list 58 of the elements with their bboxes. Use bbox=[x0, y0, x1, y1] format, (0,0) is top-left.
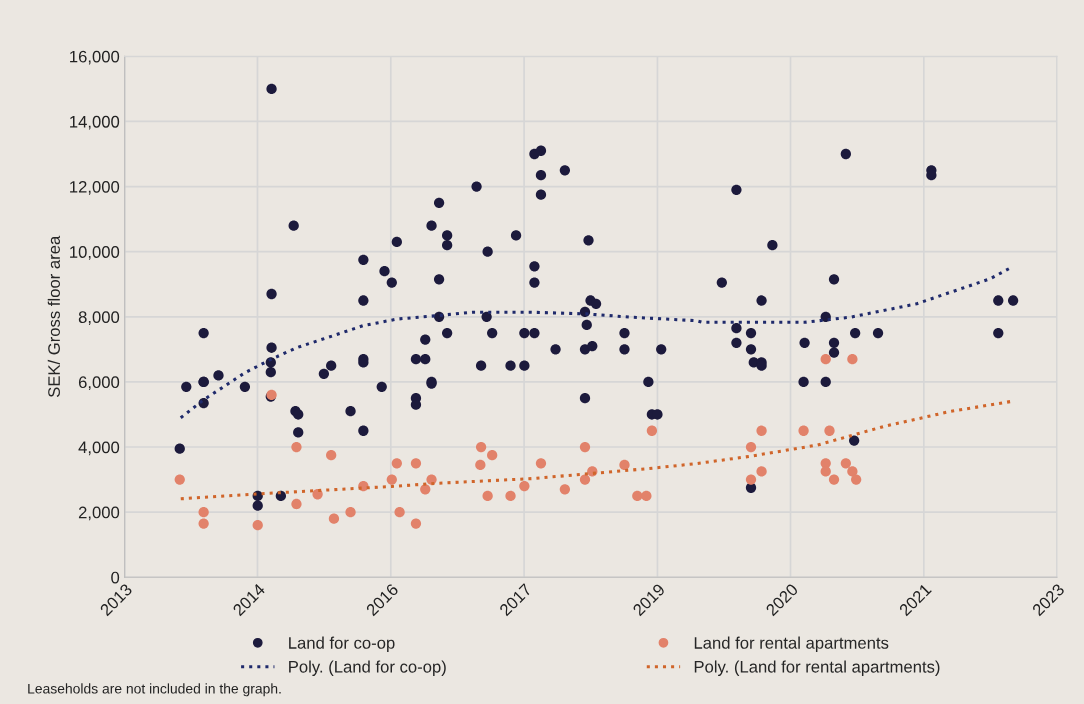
point bbox=[847, 353, 858, 365]
point bbox=[410, 518, 422, 529]
y-tick-label: 8,000 bbox=[78, 311, 120, 325]
point bbox=[252, 520, 263, 531]
point bbox=[619, 459, 630, 471]
point bbox=[820, 466, 831, 477]
point bbox=[828, 474, 840, 485]
point bbox=[326, 450, 337, 461]
y-tick-label: 2,000 bbox=[78, 506, 120, 521]
point bbox=[840, 458, 851, 469]
y-tick-label: 16,000 bbox=[70, 50, 120, 65]
point bbox=[174, 474, 185, 485]
point bbox=[756, 466, 767, 477]
y-tick-label: 0 bbox=[111, 571, 120, 584]
point bbox=[851, 474, 862, 485]
point bbox=[756, 425, 767, 436]
legend-label: Land for co-op bbox=[289, 636, 395, 653]
point bbox=[641, 490, 652, 502]
legend-label: Poly. (Land for rental apartments) bbox=[694, 660, 940, 676]
point bbox=[475, 459, 486, 471]
text: Leaseholds are not included in the graph. bbox=[28, 683, 281, 697]
point bbox=[535, 458, 547, 469]
point bbox=[798, 425, 809, 436]
y-tick-label: 6,000 bbox=[78, 376, 120, 391]
point bbox=[386, 474, 397, 485]
legend-label: Land for rental apartments bbox=[694, 636, 889, 653]
point bbox=[291, 498, 302, 510]
y-axis-title: SEK/ Gross floor area bbox=[47, 235, 60, 398]
point bbox=[198, 518, 209, 529]
point bbox=[487, 450, 498, 461]
point bbox=[345, 507, 356, 518]
point bbox=[847, 466, 858, 477]
point bbox=[291, 441, 302, 453]
point bbox=[745, 474, 757, 485]
point bbox=[579, 441, 591, 453]
point bbox=[646, 425, 658, 436]
point bbox=[410, 458, 422, 469]
legend-label: Poly. (Land for co-op) bbox=[289, 660, 446, 676]
y-tick-label: 4,000 bbox=[78, 441, 120, 456]
point bbox=[198, 507, 209, 518]
point bbox=[482, 490, 493, 502]
point bbox=[632, 490, 643, 502]
point bbox=[824, 425, 835, 436]
point bbox=[420, 484, 431, 495]
point bbox=[475, 441, 487, 453]
y-tick-label: 12,000 bbox=[70, 180, 120, 195]
line-series bbox=[179, 399, 1013, 501]
point bbox=[505, 490, 516, 502]
point bbox=[559, 484, 571, 495]
point bbox=[328, 513, 340, 524]
point bbox=[394, 507, 405, 518]
y-tick-label: 10,000 bbox=[70, 246, 120, 260]
y-tick-label: 14,000 bbox=[70, 115, 120, 130]
point bbox=[820, 353, 831, 365]
point bbox=[391, 458, 402, 469]
point bbox=[579, 474, 591, 485]
point bbox=[519, 480, 530, 492]
point bbox=[745, 441, 757, 453]
